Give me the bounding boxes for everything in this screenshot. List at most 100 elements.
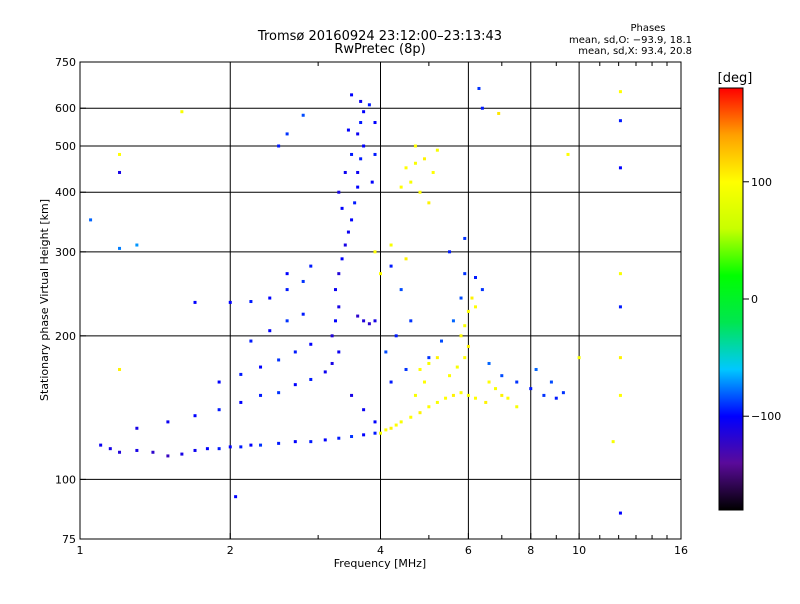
data-point [554, 396, 558, 400]
data-point [463, 236, 467, 240]
data-point [337, 305, 341, 309]
data-point [359, 157, 363, 161]
data-point [193, 448, 197, 452]
data-point [373, 431, 377, 435]
data-point [394, 423, 398, 427]
data-point [473, 276, 477, 280]
data-point [561, 391, 565, 395]
x-tick-label: 1 [77, 544, 84, 557]
y-tick-label: 500 [55, 140, 76, 153]
data-point [367, 322, 371, 326]
data-point [343, 243, 347, 247]
data-point [239, 372, 243, 376]
grid-lines [80, 62, 681, 539]
data-point [399, 288, 403, 292]
data-point [118, 367, 122, 371]
data-point [394, 334, 398, 338]
data-point [373, 250, 377, 254]
x-tick-label: 6 [465, 544, 472, 557]
data-point [618, 511, 622, 515]
data-point [463, 356, 467, 360]
data-point [494, 387, 498, 391]
data-point [409, 180, 413, 184]
data-point [500, 374, 504, 378]
data-point [285, 288, 289, 292]
data-point [418, 190, 422, 194]
data-point [389, 380, 393, 384]
data-point [89, 218, 93, 222]
data-point [217, 447, 221, 451]
data-point [427, 405, 431, 409]
data-point [455, 365, 459, 369]
data-point [418, 411, 422, 415]
data-point [389, 426, 393, 430]
data-point [228, 445, 232, 449]
data-point [285, 272, 289, 276]
data-point [480, 106, 484, 110]
data-point [379, 272, 382, 276]
data-point [404, 367, 408, 371]
data-point [356, 132, 360, 136]
data-point [435, 400, 439, 404]
x-tick-label: 8 [527, 544, 534, 557]
data-point [323, 370, 327, 374]
data-point [577, 356, 581, 360]
colorbar-label: [deg] [718, 71, 753, 86]
data-point [193, 300, 197, 304]
data-point [356, 185, 360, 189]
x-axis-label: Frequency [MHz] [334, 557, 426, 570]
data-point [259, 393, 263, 397]
data-point [277, 391, 281, 395]
data-point [367, 103, 371, 107]
data-point [362, 110, 366, 114]
data-point [239, 400, 243, 404]
data-point [534, 367, 538, 371]
data-point [618, 393, 622, 397]
data-point [618, 90, 622, 94]
chart-subtitle: RwPretec (8p) [334, 42, 425, 57]
x-tick-label: 10 [572, 544, 586, 557]
data-point [309, 440, 313, 444]
data-point [293, 440, 297, 444]
y-tick-label: 750 [55, 56, 76, 69]
data-point [301, 279, 305, 283]
data-point [399, 185, 403, 189]
data-point [118, 152, 122, 156]
data-point [427, 356, 431, 360]
data-point [618, 305, 622, 309]
data-point [205, 447, 209, 451]
data-point [337, 272, 341, 276]
data-point [384, 428, 388, 432]
data-point [359, 99, 363, 103]
data-point [470, 296, 474, 300]
data-point [350, 393, 354, 397]
data-point [373, 420, 377, 424]
x-tick-label: 4 [377, 544, 384, 557]
data-points [89, 86, 622, 515]
data-point [422, 380, 426, 384]
data-point [337, 190, 341, 194]
data-point [166, 420, 170, 424]
data-point [118, 450, 122, 454]
data-point [180, 110, 184, 114]
data-point [337, 350, 341, 354]
data-point [404, 166, 408, 170]
data-point [249, 300, 253, 304]
data-point [350, 435, 354, 439]
data-point [448, 250, 452, 254]
data-point [135, 448, 139, 452]
data-point [370, 180, 374, 184]
data-point [340, 257, 344, 261]
data-point [618, 166, 622, 170]
data-point [333, 288, 337, 292]
data-point [337, 436, 341, 440]
data-point [413, 144, 417, 148]
data-point [228, 300, 232, 304]
data-point [362, 144, 366, 148]
data-point [323, 438, 327, 442]
data-point [180, 452, 184, 456]
data-point [466, 393, 470, 397]
data-point [549, 380, 553, 384]
colorbar-gradient [718, 87, 744, 511]
